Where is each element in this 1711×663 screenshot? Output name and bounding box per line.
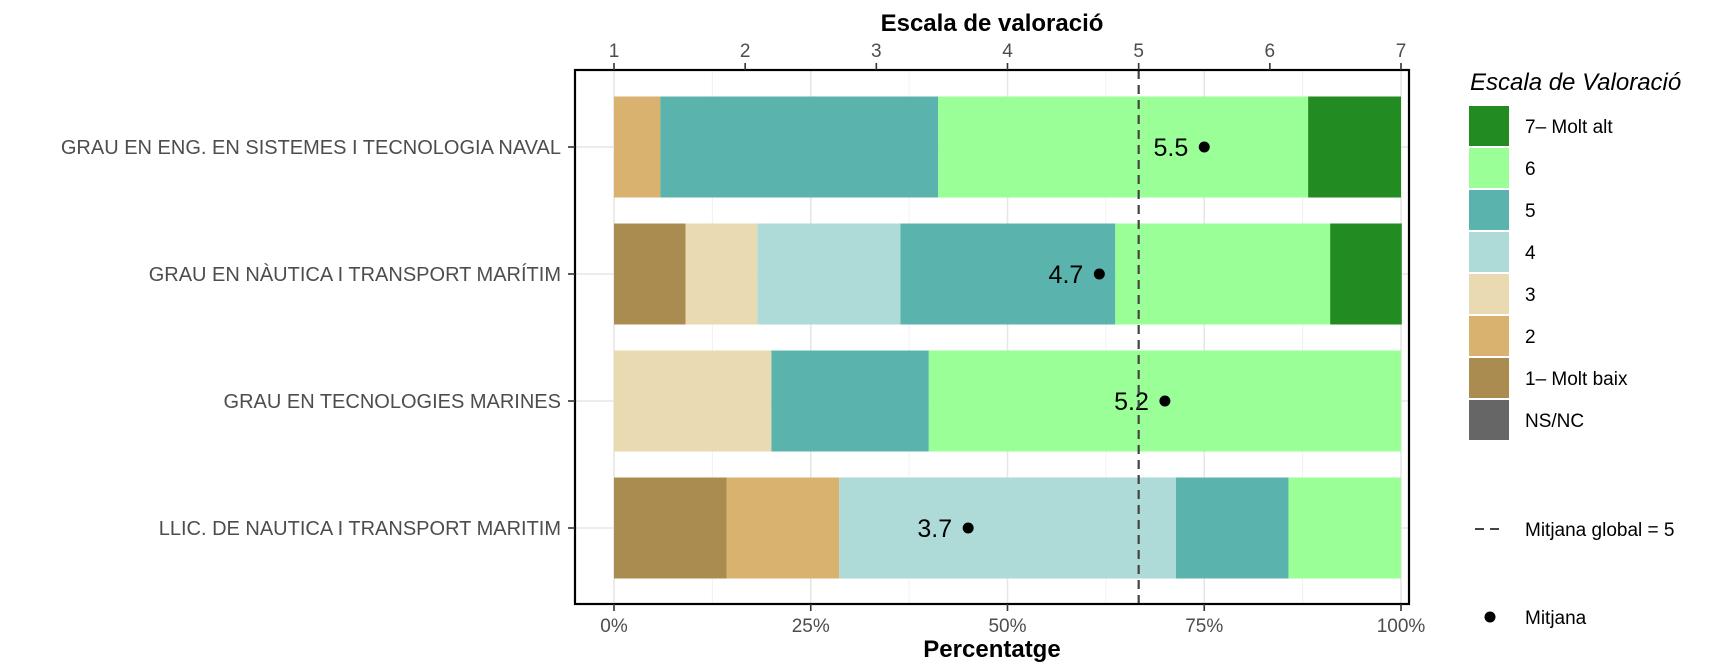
legend-key xyxy=(1469,232,1509,272)
bar-segment-2 xyxy=(614,96,661,198)
category-label: GRAU EN ENG. EN SISTEMES I TECNOLOGIA NA… xyxy=(61,137,561,159)
legend: Escala de Valoració 7– Molt alt 6 5 4 3 2 1– M… xyxy=(1469,69,1681,629)
bar-segment-6 xyxy=(1288,477,1401,579)
legend-label: 1– Molt baix xyxy=(1525,369,1628,390)
bar-segment-5 xyxy=(771,350,929,452)
bottom-axis: 0% 25% 50% 75% 100% xyxy=(600,604,1425,637)
legend-label: 4 xyxy=(1525,243,1536,264)
bottom-axis-tick-label: 100% xyxy=(1377,616,1426,637)
legend-mean-key xyxy=(1484,611,1496,623)
top-axis-tick-label: 2 xyxy=(740,41,751,62)
top-axis-tick-label: 6 xyxy=(1265,41,1276,62)
mean-label: 4.7 xyxy=(1049,261,1084,289)
category-label: GRAU EN TECNOLOGIES MARINES xyxy=(224,391,561,413)
bar-segment-2 xyxy=(726,477,840,579)
bar-segment-4 xyxy=(757,223,901,325)
bar-segment-5 xyxy=(900,223,1116,325)
bar-segment-3 xyxy=(614,350,772,452)
bottom-axis-tick-label: 25% xyxy=(792,616,830,637)
legend-key xyxy=(1469,190,1509,230)
top-axis: 1 2 3 4 5 6 7 xyxy=(609,41,1407,70)
legend-label: 7– Molt alt xyxy=(1525,117,1613,138)
bar-segment-6 xyxy=(938,96,1309,198)
bottom-axis-tick-label: 50% xyxy=(988,616,1026,637)
bar-segment-4 xyxy=(839,477,1176,579)
legend-label: 6 xyxy=(1525,159,1536,180)
top-axis-tick-label: 1 xyxy=(609,41,620,62)
bottom-axis-tick-label: 75% xyxy=(1185,616,1223,637)
top-axis-tick-label: 4 xyxy=(1002,41,1013,62)
mean-point xyxy=(1159,395,1171,407)
top-axis-tick-label: 3 xyxy=(871,41,882,62)
bar-segment-7-molt-alt xyxy=(1308,96,1401,198)
legend-key xyxy=(1469,274,1509,314)
legend-label: 2 xyxy=(1525,327,1536,348)
top-axis-title: Escala de valoració xyxy=(881,10,1104,37)
legend-key xyxy=(1469,358,1509,398)
bars xyxy=(614,96,1402,579)
mean-point xyxy=(1198,141,1210,153)
legend-key xyxy=(1469,148,1509,188)
means: 5.5 4.7 5.2 3.7 xyxy=(917,134,1210,543)
bar-segment-7-molt-alt xyxy=(1330,223,1402,325)
bottom-axis-tick-label: 0% xyxy=(600,616,628,637)
legend-key xyxy=(1469,400,1509,440)
legend-label: NS/NC xyxy=(1525,411,1584,432)
bar-segment-5 xyxy=(1175,477,1289,579)
category-axis: GRAU EN ENG. EN SISTEMES I TECNOLOGIA NA… xyxy=(61,137,575,540)
top-axis-tick-label: 5 xyxy=(1133,41,1144,62)
category-label: LLIC. DE NAUTICA I TRANSPORT MARITIM xyxy=(159,518,561,540)
top-axis-tick-label: 7 xyxy=(1396,41,1407,62)
legend-key xyxy=(1469,106,1509,146)
mean-label: 5.5 xyxy=(1153,134,1188,162)
bottom-axis-title: Percentatge xyxy=(923,636,1060,663)
panel-border xyxy=(573,68,1411,606)
legend-items: 7– Molt alt 6 5 4 3 2 1– Molt baix NS/NC xyxy=(1469,106,1628,440)
category-label: GRAU EN NÀUTICA I TRANSPORT MARÍTIM xyxy=(149,263,561,286)
legend-label: 3 xyxy=(1525,285,1536,306)
mean-point xyxy=(962,522,974,534)
bar-segment-1-molt-baix xyxy=(614,223,686,325)
legend-title: Escala de Valoració xyxy=(1470,69,1681,96)
mean-point xyxy=(1093,268,1105,280)
bar-segment-3 xyxy=(685,223,758,325)
legend-label: 5 xyxy=(1525,201,1536,222)
legend-mean-label: Mitjana xyxy=(1525,608,1587,629)
mean-label: 5.2 xyxy=(1114,388,1149,416)
bar-segment-5 xyxy=(660,96,939,198)
legend-global-mean-label: Mitjana global = 5 xyxy=(1525,520,1674,541)
legend-key xyxy=(1469,316,1509,356)
bar-segment-6 xyxy=(1115,223,1331,325)
bar-segment-1-molt-baix xyxy=(614,477,727,579)
mean-label: 3.7 xyxy=(917,515,952,543)
